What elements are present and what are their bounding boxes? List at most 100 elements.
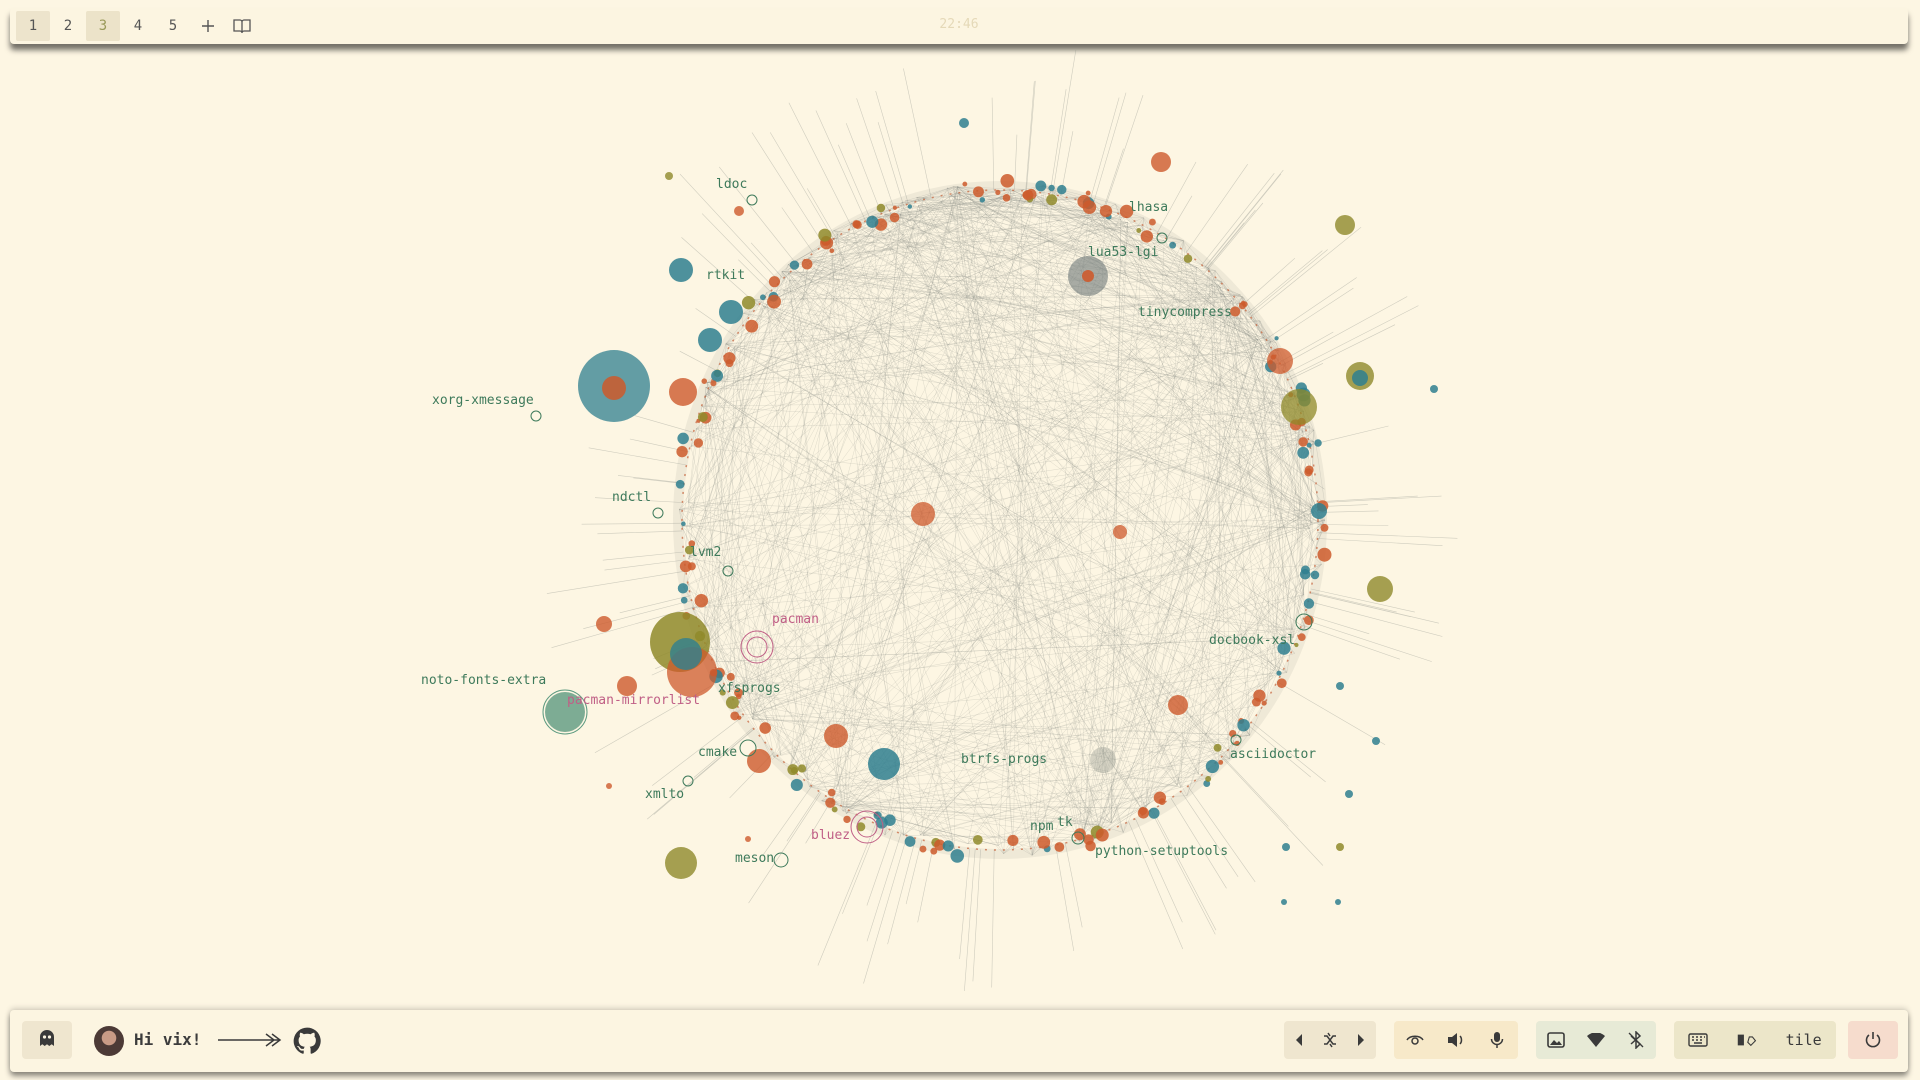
node-meson-ring[interactable]: [773, 852, 789, 868]
graph-node[interactable]: [790, 778, 803, 791]
keyboard-icon[interactable]: [1688, 1030, 1709, 1050]
graph-node[interactable]: [680, 596, 688, 604]
workspace-5[interactable]: 5: [168, 18, 178, 34]
graph-node[interactable]: [1218, 759, 1224, 765]
node-label-pacman[interactable]: pacman: [772, 612, 819, 627]
graph-node[interactable]: [892, 205, 898, 210]
node-label-tinycompress[interactable]: tinycompress: [1138, 305, 1232, 320]
graph-node[interactable]: [1317, 547, 1332, 562]
node-label-lvm2[interactable]: lvm2: [690, 545, 721, 560]
graph-node[interactable]: [1158, 798, 1166, 805]
graph-node[interactable]: [701, 378, 708, 384]
graph-node[interactable]: [1311, 503, 1327, 519]
graph-node[interactable]: [904, 836, 916, 847]
graph-node[interactable]: [606, 783, 612, 789]
graph-node[interactable]: [1119, 204, 1134, 219]
graph-node[interactable]: [602, 376, 626, 400]
graph-node[interactable]: [767, 294, 781, 309]
graph-node[interactable]: [688, 540, 696, 547]
graph-node[interactable]: [1294, 642, 1299, 648]
graph-node[interactable]: [1276, 670, 1282, 676]
graph-node[interactable]: [1148, 218, 1156, 226]
node-label-asciidoctor[interactable]: asciidoctor: [1230, 747, 1316, 762]
graph-node[interactable]: [995, 189, 1001, 196]
graph-node[interactable]: [979, 197, 986, 203]
graph-node[interactable]: [1073, 828, 1086, 841]
graph-node[interactable]: [675, 479, 685, 489]
graph-node[interactable]: [665, 847, 697, 879]
bluetooth-icon[interactable]: [1626, 1030, 1646, 1050]
node-label-noto-fonts-extra[interactable]: noto-fonts-extra: [421, 673, 546, 688]
graph-node[interactable]: [745, 319, 759, 333]
microphone-icon[interactable]: [1487, 1030, 1507, 1050]
node-label-pacman-mirrorlist[interactable]: pacman-mirrorlist: [567, 693, 700, 708]
graph-node[interactable]: [829, 248, 835, 254]
workspace-4[interactable]: 4: [133, 18, 143, 34]
graph-node[interactable]: [827, 788, 836, 797]
graph-node[interactable]: [710, 380, 717, 387]
graph-node[interactable]: [726, 672, 735, 681]
node-ldoc-ring[interactable]: [746, 194, 758, 206]
graph-node[interactable]: [973, 186, 984, 198]
node-ndctl-ring[interactable]: [652, 507, 664, 519]
graph-node[interactable]: [1000, 173, 1015, 188]
graph-node[interactable]: [1046, 194, 1058, 206]
graph-node[interactable]: [919, 845, 927, 853]
graph-node[interactable]: [1314, 439, 1322, 447]
graph-node[interactable]: [697, 412, 708, 422]
eye-icon[interactable]: [1405, 1030, 1425, 1050]
graph-node[interactable]: [1304, 465, 1314, 475]
graph-node[interactable]: [1168, 695, 1188, 715]
graph-node[interactable]: [1140, 230, 1154, 243]
graph-node[interactable]: [684, 545, 694, 555]
graph-node[interactable]: [876, 203, 886, 213]
graph-node[interactable]: [1367, 576, 1393, 602]
graph-node[interactable]: [1085, 190, 1091, 196]
graph-node[interactable]: [1345, 790, 1353, 798]
graph-node[interactable]: [889, 212, 900, 223]
node-label-rtkit[interactable]: rtkit: [706, 268, 745, 283]
graph-node[interactable]: [745, 836, 751, 842]
node-xorg-xmessage-ring[interactable]: [530, 410, 542, 422]
graph-node[interactable]: [1183, 254, 1193, 263]
graph-node[interactable]: [1136, 228, 1142, 233]
graph-node[interactable]: [1281, 899, 1287, 905]
launcher-button[interactable]: [22, 1021, 72, 1059]
graph-node[interactable]: [1002, 194, 1011, 202]
node-cmake-ring[interactable]: [739, 739, 757, 757]
graph-node[interactable]: [911, 502, 935, 526]
graph-node[interactable]: [787, 764, 799, 776]
graph-node[interactable]: [677, 583, 689, 594]
github-icon[interactable]: [293, 1027, 321, 1055]
graph-node[interactable]: [1430, 385, 1438, 393]
graph-node[interactable]: [734, 206, 744, 216]
graph-node[interactable]: [1077, 194, 1091, 209]
graph-node[interactable]: [1299, 569, 1311, 580]
node-label-docbook-xsl[interactable]: docbook-xsl: [1209, 633, 1295, 648]
graph-node[interactable]: [679, 560, 692, 573]
graph-node[interactable]: [1037, 835, 1051, 849]
graph-node[interactable]: [730, 711, 740, 721]
node-label-btrfs-progs[interactable]: btrfs-progs: [961, 752, 1047, 767]
graph-node[interactable]: [831, 806, 838, 813]
graph-node[interactable]: [1303, 598, 1315, 609]
next-icon[interactable]: [1351, 1030, 1371, 1050]
workspace-2[interactable]: 2: [63, 18, 73, 34]
wifi-icon[interactable]: [1586, 1030, 1606, 1050]
graph-node[interactable]: [801, 258, 813, 270]
graph-node[interactable]: [741, 296, 756, 310]
graph-node[interactable]: [698, 328, 722, 352]
graph-node[interactable]: [1007, 834, 1019, 846]
graph-node[interactable]: [1022, 189, 1034, 201]
graph-node[interactable]: [1237, 718, 1250, 732]
graph-node[interactable]: [1095, 828, 1109, 842]
node-label-xfsprogs[interactable]: xfsprogs: [718, 681, 781, 696]
graph-node[interactable]: [681, 521, 686, 527]
node-label-cmake[interactable]: cmake: [698, 745, 737, 760]
book-icon[interactable]: [225, 11, 259, 41]
graph-node[interactable]: [760, 294, 766, 301]
graph-node[interactable]: [711, 369, 724, 382]
graph-node[interactable]: [1085, 840, 1096, 852]
node-pacman-ring-inner[interactable]: [746, 636, 768, 658]
graph-node[interactable]: [950, 849, 965, 863]
